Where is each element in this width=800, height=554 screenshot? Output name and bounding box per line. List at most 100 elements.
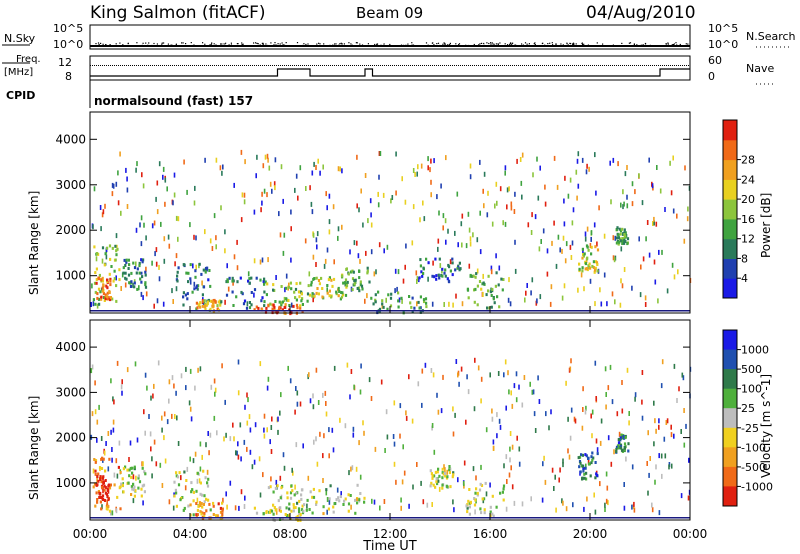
scatter-cell <box>492 439 495 445</box>
scatter-cell <box>578 460 582 463</box>
scatter-cell <box>454 230 456 236</box>
nave-sample <box>674 65 675 66</box>
nave-sample <box>476 65 477 66</box>
scatter-cell <box>383 499 386 504</box>
scatter-cell <box>297 290 301 294</box>
noise-sample <box>256 42 258 44</box>
scatter-cell <box>268 165 271 171</box>
scatter-cell <box>472 466 475 472</box>
scatter-cell <box>285 514 289 517</box>
nave-sample <box>516 65 517 66</box>
scatter-cell <box>631 285 633 291</box>
scatter-cell <box>489 482 491 488</box>
scatter-cell <box>503 372 505 378</box>
scatter-cell <box>361 287 364 291</box>
scatter-cell <box>594 152 596 158</box>
scatter-cell <box>483 203 485 209</box>
scatter-cell <box>620 433 623 437</box>
scatter-cell <box>105 441 107 446</box>
scatter-cell <box>337 286 340 290</box>
noise-sample <box>323 43 325 45</box>
scatter-cell <box>525 290 527 296</box>
noise-sample <box>555 44 557 46</box>
colorbar-cell <box>723 388 737 409</box>
scatter-cell <box>578 262 581 266</box>
scatter-cell <box>331 284 334 288</box>
nave-sample <box>214 65 215 66</box>
scatter-cell <box>249 449 252 455</box>
scatter-cell <box>621 242 624 245</box>
noise-sample <box>447 44 449 46</box>
scatter-cell <box>615 450 618 453</box>
nave-sample <box>678 65 679 66</box>
scatter-cell <box>628 411 630 416</box>
scatter-cell <box>294 409 296 415</box>
scatter-cell <box>188 400 191 406</box>
scatter-cell <box>394 268 397 274</box>
scatter-cell <box>655 428 657 434</box>
scatter-cell <box>491 221 494 227</box>
scatter-cell <box>444 467 446 473</box>
noise-sample <box>555 43 557 45</box>
scatter-cell <box>347 509 350 513</box>
scatter-cell <box>273 181 276 187</box>
scatter-cell <box>441 467 444 471</box>
scatter-cell <box>232 279 235 283</box>
scatter-cell <box>224 399 226 405</box>
nave-sample <box>582 65 583 66</box>
scatter-cell <box>225 432 227 438</box>
nave-sample <box>668 65 669 66</box>
scatter-cell <box>216 304 219 308</box>
scatter-cell <box>216 430 218 436</box>
scatter-cell <box>505 454 508 460</box>
scatter-cell <box>101 456 104 460</box>
noise-sample <box>544 44 546 46</box>
scatter-cell <box>208 450 210 456</box>
scatter-cell <box>544 201 547 207</box>
scatter-cell <box>335 498 338 502</box>
scatter-cell <box>325 401 327 406</box>
scatter-cell <box>360 363 362 369</box>
scatter-cell <box>432 372 435 378</box>
scatter-cell <box>183 263 186 267</box>
scatter-cell <box>98 466 102 470</box>
noise-sample <box>560 43 562 45</box>
scatter-cell <box>271 416 273 422</box>
scatter-cell <box>193 281 196 287</box>
scatter-cell <box>192 513 195 517</box>
scatter-cell <box>258 456 261 462</box>
nave-sample <box>274 65 275 66</box>
scatter-cell <box>678 386 680 392</box>
scatter-cell <box>217 502 220 506</box>
scatter-cell <box>285 506 288 510</box>
nave-sample <box>150 65 151 66</box>
scatter-cell <box>670 432 673 438</box>
nave-sample <box>308 65 309 66</box>
scatter-cell <box>359 389 362 395</box>
scatter-cell <box>171 375 174 381</box>
scatter-cell <box>190 416 193 422</box>
noise-sample <box>305 43 307 46</box>
scatter-cell <box>621 380 623 385</box>
scatter-cell <box>318 282 321 286</box>
nave-sample <box>406 65 407 66</box>
scatter-cell <box>349 494 352 497</box>
scatter-cell <box>510 201 513 207</box>
scatter-cell <box>357 253 360 259</box>
scatter-cell <box>264 154 267 160</box>
scatter-cell <box>585 471 588 475</box>
scatter-cell <box>280 285 283 288</box>
scatter-cell <box>453 507 455 513</box>
noise-sample <box>262 44 265 46</box>
noise-sample <box>145 42 147 44</box>
scatter-cell <box>617 242 620 246</box>
nave-sample <box>226 65 227 66</box>
scatter-cell <box>441 274 444 278</box>
scatter-cell <box>242 302 246 306</box>
scatter-cell <box>350 504 352 510</box>
scatter-cell <box>308 271 311 277</box>
scatter-cell <box>404 199 407 205</box>
scatter-cell <box>186 189 188 195</box>
scatter-cell <box>124 264 127 267</box>
